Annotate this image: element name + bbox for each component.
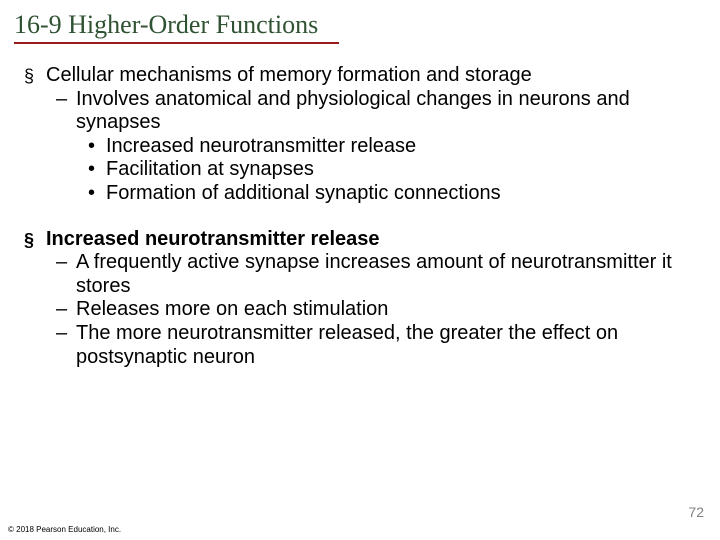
bullet-text: The more neurotransmitter released, the … bbox=[76, 322, 700, 369]
bullet-l2: – Releases more on each stimulation bbox=[24, 298, 700, 322]
dash-icon: – bbox=[56, 298, 76, 322]
bullet-text: Increased neurotransmitter release bbox=[46, 228, 700, 252]
dash-icon: – bbox=[56, 322, 76, 369]
spacer bbox=[24, 206, 700, 228]
bullet-text: Cellular mechanisms of memory formation … bbox=[46, 64, 700, 88]
section-icon: § bbox=[24, 64, 46, 88]
bullet-text: A frequently active synapse increases am… bbox=[76, 251, 700, 298]
bullet-l2: – Involves anatomical and physiological … bbox=[24, 88, 700, 135]
bullet-l3: • Facilitation at synapses bbox=[24, 158, 700, 182]
bullet-l2: – A frequently active synapse increases … bbox=[24, 251, 700, 298]
bullet-l2: – The more neurotransmitter released, th… bbox=[24, 322, 700, 369]
dash-icon: – bbox=[56, 88, 76, 135]
bullet-l3: • Formation of additional synaptic conne… bbox=[24, 182, 700, 206]
bullet-text: Involves anatomical and physiological ch… bbox=[76, 88, 700, 135]
dash-icon: – bbox=[56, 251, 76, 298]
dot-icon: • bbox=[88, 182, 106, 206]
page-number: 72 bbox=[688, 504, 704, 520]
bullet-text: Facilitation at synapses bbox=[106, 158, 700, 182]
slide-body: § Cellular mechanisms of memory formatio… bbox=[0, 44, 720, 369]
dot-icon: • bbox=[88, 158, 106, 182]
bullet-text: Releases more on each stimulation bbox=[76, 298, 700, 322]
slide: 16-9 Higher-Order Functions § Cellular m… bbox=[0, 0, 720, 540]
bullet-l1: § Cellular mechanisms of memory formatio… bbox=[24, 64, 700, 88]
bullet-l3: • Increased neurotransmitter release bbox=[24, 135, 700, 159]
bullet-l1: § Increased neurotransmitter release bbox=[24, 228, 700, 252]
bullet-text: Formation of additional synaptic connect… bbox=[106, 182, 700, 206]
copyright-text: © 2018 Pearson Education, Inc. bbox=[8, 525, 121, 534]
section-icon: § bbox=[24, 228, 46, 252]
dot-icon: • bbox=[88, 135, 106, 159]
slide-title: 16-9 Higher-Order Functions bbox=[0, 0, 720, 42]
bullet-text: Increased neurotransmitter release bbox=[106, 135, 700, 159]
